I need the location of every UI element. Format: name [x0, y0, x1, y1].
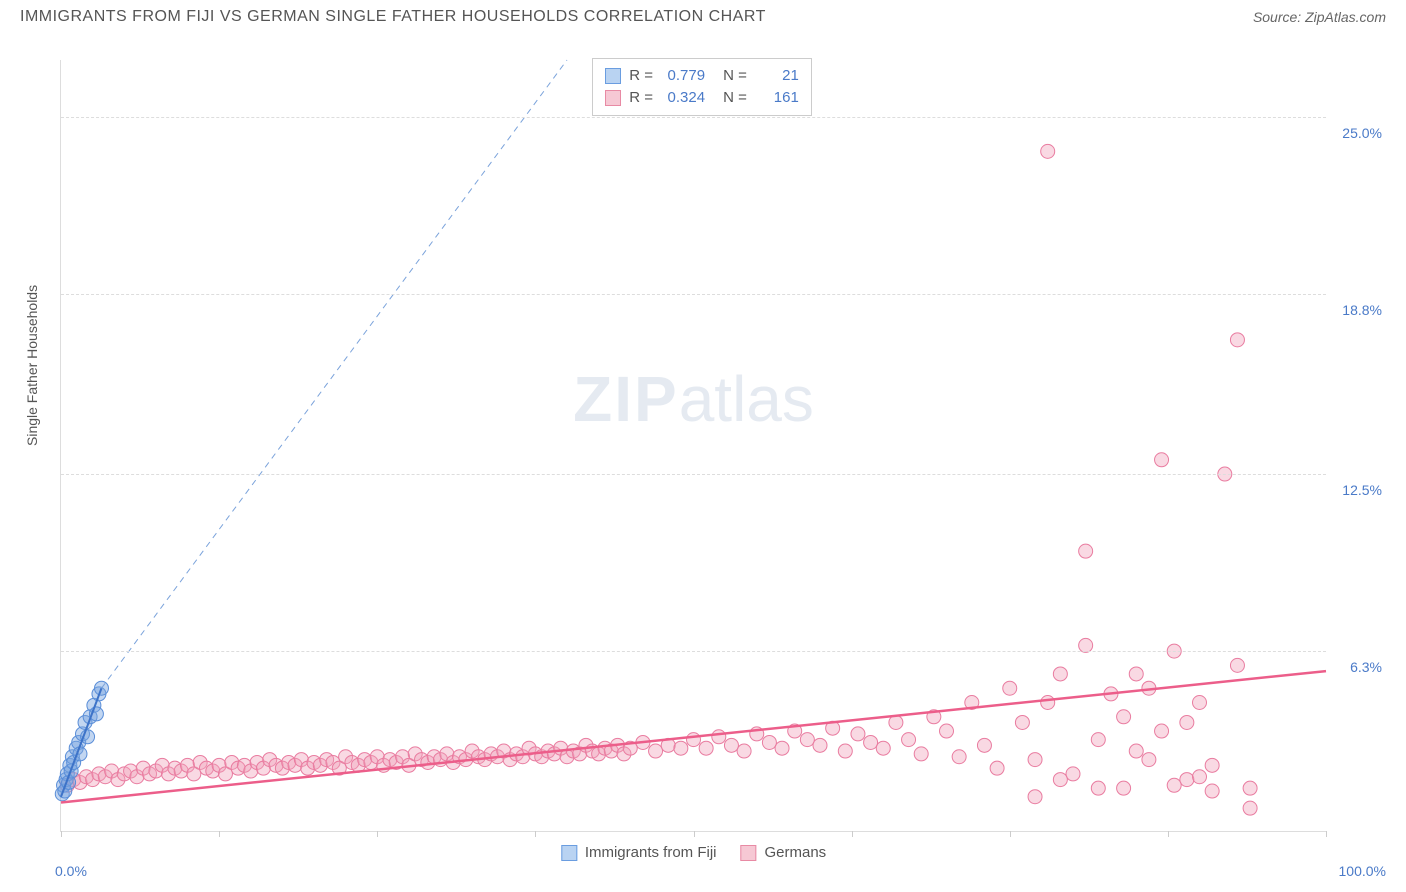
chart-plot-area: ZIPatlas R = 0.779 N = 21 R = 0.324 N = …: [60, 60, 1326, 832]
x-tick: [852, 831, 853, 837]
x-tick: [61, 831, 62, 837]
y-tick-label: 25.0%: [1342, 125, 1382, 141]
series-legend: Immigrants from Fiji Germans: [561, 844, 826, 861]
x-axis-min-label: 0.0%: [55, 863, 87, 879]
scatter-plot-svg: [61, 60, 1326, 831]
chart-title: IMMIGRANTS FROM FIJI VS GERMAN SINGLE FA…: [20, 8, 766, 26]
swatch-blue-icon: [561, 845, 577, 861]
legend-item-germans: Germans: [741, 844, 827, 861]
swatch-blue: [605, 68, 621, 84]
gridline: [61, 474, 1326, 475]
x-tick: [1010, 831, 1011, 837]
y-tick-label: 12.5%: [1342, 482, 1382, 498]
x-tick: [1168, 831, 1169, 837]
gridline: [61, 651, 1326, 652]
gridline: [61, 117, 1326, 118]
stats-legend: R = 0.779 N = 21 R = 0.324 N = 161: [592, 58, 812, 116]
x-tick: [377, 831, 378, 837]
y-tick-label: 6.3%: [1350, 659, 1382, 675]
legend-item-fiji: Immigrants from Fiji: [561, 844, 717, 861]
swatch-pink-icon: [741, 845, 757, 861]
legend-row-fiji: R = 0.779 N = 21: [605, 65, 799, 87]
source-attribution: Source: ZipAtlas.com: [1253, 9, 1386, 25]
x-tick: [694, 831, 695, 837]
x-tick: [1326, 831, 1327, 837]
swatch-pink: [605, 90, 621, 106]
x-axis-max-label: 100.0%: [1339, 863, 1386, 879]
y-axis-title: Single Father Households: [24, 285, 40, 446]
y-tick-label: 18.8%: [1342, 302, 1382, 318]
gridline: [61, 294, 1326, 295]
x-tick: [219, 831, 220, 837]
x-tick: [535, 831, 536, 837]
legend-row-germans: R = 0.324 N = 161: [605, 87, 799, 109]
